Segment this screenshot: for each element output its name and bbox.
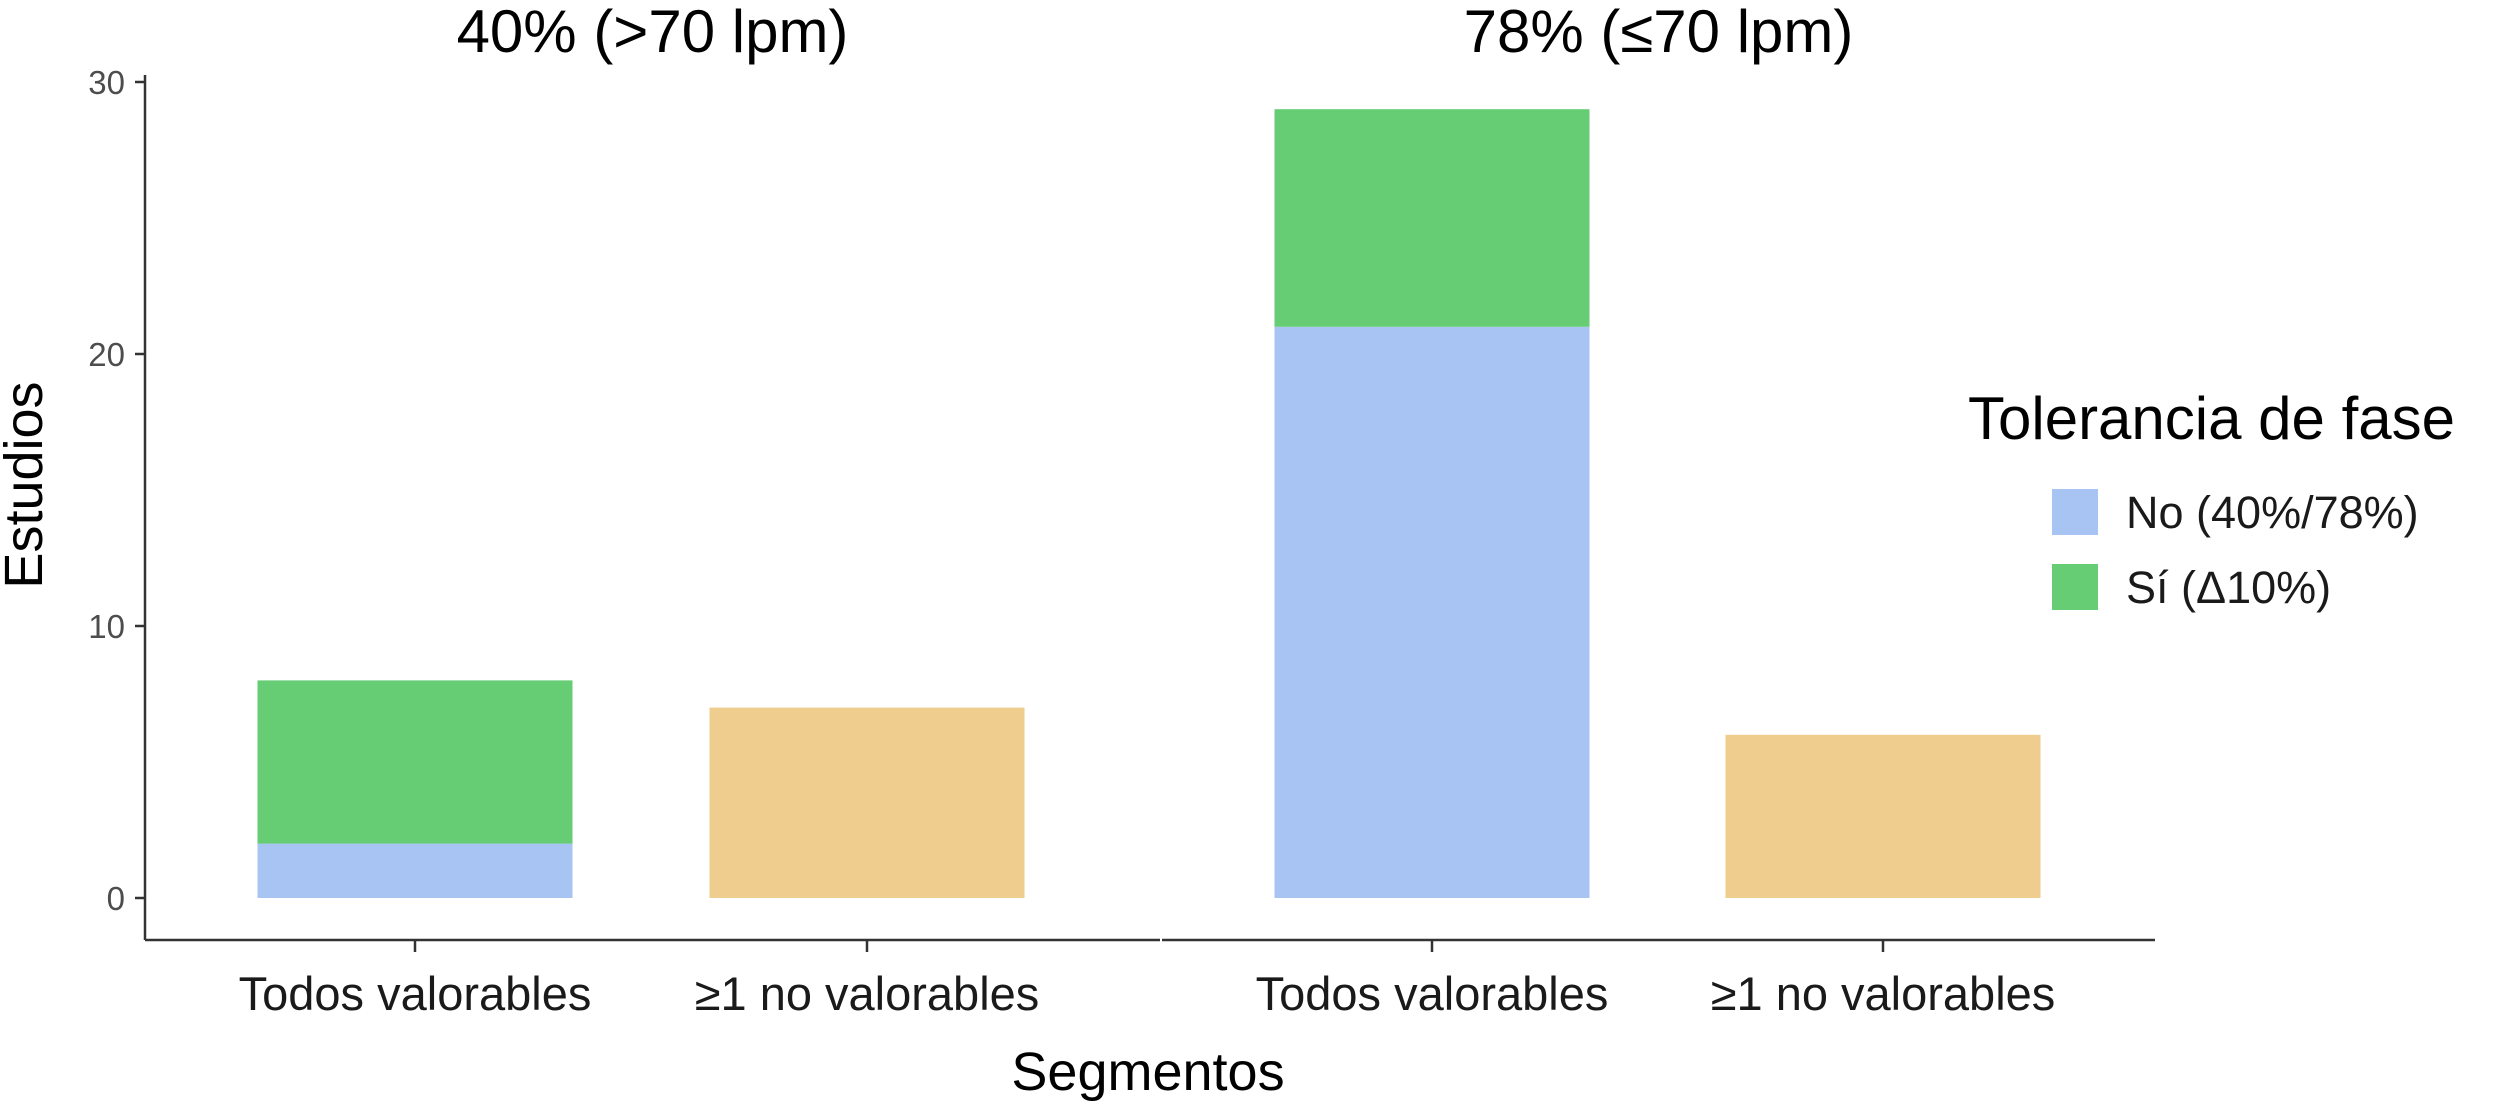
x-axis-title: Segmentos bbox=[1011, 1042, 1284, 1102]
y-tick-label: 10 bbox=[88, 608, 125, 645]
x-tick-label: ≥1 no valorables bbox=[695, 967, 1040, 1020]
legend-title: Tolerancia de fase bbox=[1968, 385, 2455, 452]
bar-segment-no bbox=[257, 843, 573, 898]
bar-segment-si bbox=[257, 680, 573, 844]
x-tick-label: ≥1 no valorables bbox=[1711, 967, 2056, 1020]
legend-label-no: No (40%/78%) bbox=[2126, 487, 2419, 538]
y-tick-label: 30 bbox=[88, 64, 125, 101]
plot-area: 40% (>70 lpm) 0 10 20 30 Todos valorables ≥1 n… bbox=[88, 0, 2155, 1020]
bar-segment-si bbox=[1274, 109, 1590, 327]
x-tick-label: Todos valorables bbox=[1256, 967, 1609, 1020]
bar-segment-nv bbox=[1725, 734, 2041, 898]
y-tick-label: 0 bbox=[107, 880, 125, 917]
panel-1: 40% (>70 lpm) 0 10 20 30 Todos valorables ≥1 n… bbox=[88, 0, 1160, 1020]
legend-key-no bbox=[2052, 489, 2098, 535]
legend: Tolerancia de fase No (40%/78%) Sí (Δ10%… bbox=[1968, 385, 2455, 613]
x-tick-label: Todos valorables bbox=[239, 967, 592, 1020]
y-tick-label: 20 bbox=[88, 336, 125, 373]
legend-key-si bbox=[2052, 564, 2098, 610]
panel-2: 78% (≤70 lpm) Todos valorables ≥1 no valor… bbox=[1162, 0, 2155, 1020]
panel-title: 78% (≤70 lpm) bbox=[1464, 0, 1854, 65]
bar-segment-nv bbox=[709, 707, 1025, 898]
panel-title: 40% (>70 lpm) bbox=[457, 0, 849, 65]
legend-label-si: Sí (Δ10%) bbox=[2126, 562, 2331, 613]
bar-segment-no bbox=[1274, 326, 1590, 898]
y-axis-title: Estudios bbox=[0, 381, 54, 588]
